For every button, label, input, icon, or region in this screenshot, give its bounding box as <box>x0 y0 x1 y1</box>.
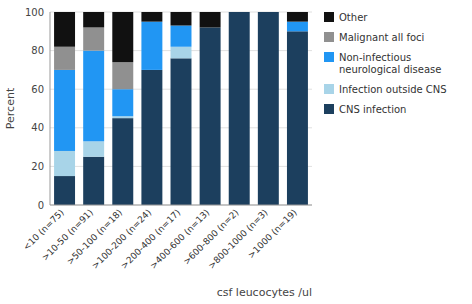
legend-swatch <box>324 84 334 94</box>
bar-segment <box>258 12 279 13</box>
bar-segment <box>83 157 104 205</box>
bar-segment <box>287 31 308 205</box>
bar-segment <box>54 151 75 176</box>
bar-segment <box>141 22 162 70</box>
x-tick-label: >1000 (n=19) <box>246 207 299 260</box>
y-axis-label: Percent <box>4 87 17 129</box>
bar-segment <box>171 26 192 47</box>
bar-segment <box>258 12 279 13</box>
bar-segment <box>54 176 75 205</box>
legend-label: CNS infection <box>339 104 406 115</box>
x-tick-label: >10-50 (n=91) <box>40 207 95 262</box>
legend-swatch <box>324 104 334 114</box>
y-axis <box>50 12 51 205</box>
y-tick-label: 0 <box>38 200 44 211</box>
bar-segment <box>83 51 104 142</box>
bar-segment <box>229 12 250 13</box>
bar-segment <box>229 12 250 13</box>
legend-label-line: neurological disease <box>339 64 441 75</box>
bar-segment <box>141 70 162 205</box>
bar-segment <box>229 12 250 13</box>
y-tick-label: 40 <box>31 122 44 133</box>
legend: Other Malignant all foci Non-infectiousneu… <box>324 12 447 115</box>
legend-label-line: Other <box>339 12 368 23</box>
legend-label-line: Infection outside CNS <box>339 84 447 95</box>
bar-segment <box>229 12 250 13</box>
bar-segment <box>54 70 75 151</box>
bar-segment <box>258 12 279 13</box>
legend-label: Infection outside CNS <box>339 84 447 95</box>
chart: 020406080100<10 (n=75)>10-50 (n=91)>50-1… <box>0 0 472 304</box>
legend-label: Non-infectiousneurological disease <box>339 52 441 75</box>
bar-segment <box>141 12 162 22</box>
bar-segment <box>54 47 75 70</box>
bars <box>54 12 308 205</box>
bar-segment <box>83 27 104 50</box>
bar-segment <box>200 12 221 27</box>
bar-segment <box>112 118 133 205</box>
x-axis <box>50 205 312 206</box>
bar-segment <box>200 27 221 205</box>
bar-segment <box>171 47 192 59</box>
x-axis-label: csf leucocytes /ul <box>217 286 312 299</box>
legend-swatch <box>324 52 334 62</box>
legend-swatch <box>324 32 334 42</box>
legend-label-line: Malignant all foci <box>339 32 424 43</box>
legend-label-line: Non-infectious <box>339 52 411 63</box>
y-tick-label: 20 <box>31 161 44 172</box>
legend-swatch <box>324 12 334 22</box>
legend-label: Malignant all foci <box>339 32 424 43</box>
bar-segment <box>112 116 133 118</box>
bar-segment <box>287 22 308 32</box>
bar-segment <box>287 12 308 22</box>
bar-segment <box>83 12 104 27</box>
bar-segment <box>83 141 104 156</box>
legend-label-line: CNS infection <box>339 104 406 115</box>
bar-segment <box>54 12 75 47</box>
bar-segment <box>171 58 192 205</box>
bar-segment <box>112 62 133 89</box>
grid-line <box>50 205 312 206</box>
bar-segment <box>171 12 192 26</box>
bar-segment <box>258 12 279 205</box>
y-tick-label: 80 <box>31 45 44 56</box>
bar-segment <box>112 12 133 62</box>
y-tick-label: 100 <box>25 7 44 18</box>
bar-segment <box>229 12 250 205</box>
legend-label: Other <box>339 12 368 23</box>
bar-segment <box>112 89 133 116</box>
bar-segment <box>258 12 279 13</box>
y-tick-label: 60 <box>31 84 44 95</box>
